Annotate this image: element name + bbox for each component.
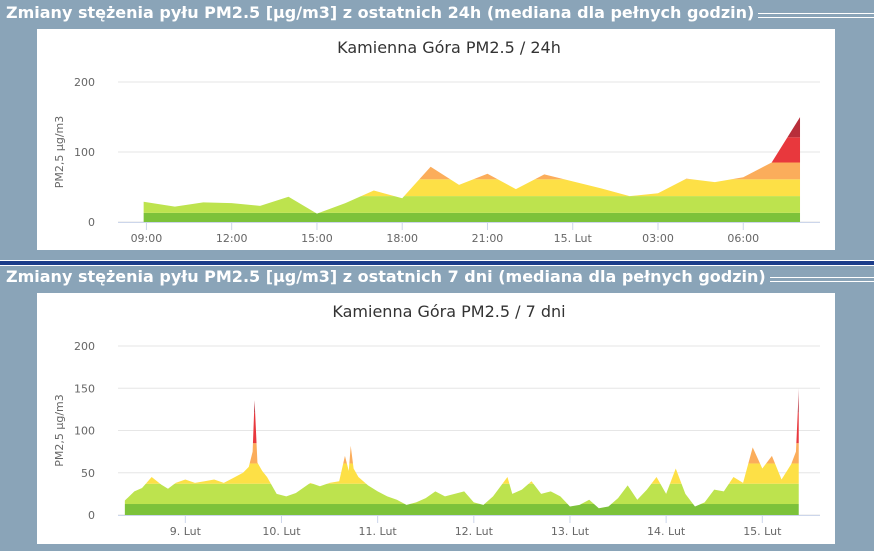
chart-title: Kamienna Góra PM2.5 / 7 dni [332,302,565,321]
pollution-band [143,137,801,163]
series-area [143,117,801,222]
x-tick-label: 06:00 [727,232,759,245]
chart-7d-panel: Kamienna Góra PM2.5 / 7 dni 0 50 100 150 200 P… [37,293,835,544]
pollution-band [143,212,801,222]
x-tick-label: 21:00 [472,232,504,245]
x-tick-label: 9. Lut [170,525,202,538]
pollution-band [124,412,799,444]
x-tick-label: 09:00 [131,232,163,245]
x-tick-label: 11. Lut [359,525,398,538]
chart-24h: Kamienna Góra PM2.5 / 24h 0 100 200 PM2,5 µg… [53,38,820,245]
y-tick-label: 150 [74,382,95,395]
x-tick-label: 15. Lut [554,232,593,245]
section-title-7d: Zmiany stężenia pyłu PM2.5 [µg/m3] z ost… [0,266,874,288]
x-tick-label: 12. Lut [455,525,494,538]
y-tick-label: 100 [74,425,95,438]
chart-24h-panel: Kamienna Góra PM2.5 / 24h 0 100 200 PM2,5 µg… [37,29,835,250]
y-axis-label: PM2,5 µg/m3 [53,394,66,467]
pollution-band [143,179,801,197]
y-tick-label: 50 [81,467,95,480]
pollution-band [124,504,799,515]
chart-title: Kamienna Góra PM2.5 / 24h [337,38,561,57]
x-tick-label: 03:00 [642,232,674,245]
x-tick-label: 14. Lut [647,525,686,538]
y-tick-label: 0 [88,509,95,522]
pollution-band [124,483,799,505]
y-tick-label: 200 [74,76,95,89]
x-tick-label: 15. Lut [743,525,782,538]
x-tick-label: 18:00 [386,232,418,245]
y-tick-label: 100 [74,146,95,159]
chart-7d: Kamienna Góra PM2.5 / 7 dni 0 50 100 150 200 P… [53,302,820,538]
pollution-band [143,196,801,213]
pollution-band [124,463,799,484]
y-tick-label: 200 [74,340,95,353]
series-area [124,388,799,515]
x-tick-label: 15:00 [301,232,333,245]
y-tick-label: 0 [88,216,95,229]
y-axis-label: PM2,5 µg/m3 [53,116,66,189]
x-tick-label: 10. Lut [262,525,301,538]
x-tick-label: 12:00 [216,232,248,245]
pollution-band [124,443,799,464]
x-tick-label: 13. Lut [551,525,590,538]
section-divider [0,260,874,266]
pollution-band [143,162,801,180]
section-title-24h: Zmiany stężenia pyłu PM2.5 [µg/m3] z ost… [0,2,874,24]
